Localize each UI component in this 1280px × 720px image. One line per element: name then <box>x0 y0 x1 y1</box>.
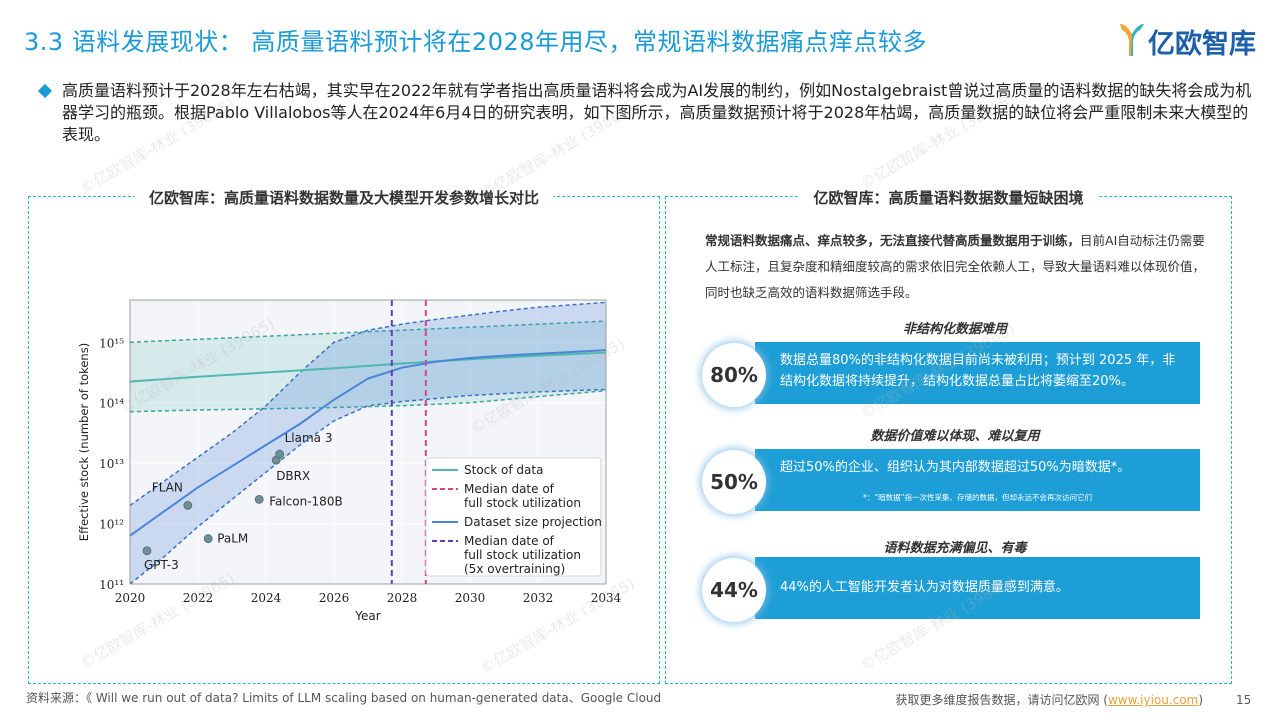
token-stock-chart: GPT-3 FLAN PaLM Falcon-180B DBRX Llama 3 2020 2… <box>77 299 622 623</box>
bullet-diamond-icon <box>37 83 53 99</box>
model-label: DBRX <box>276 469 310 483</box>
model-point <box>275 449 285 459</box>
logo: 亿欧智库 <box>1118 20 1263 60</box>
y-tick-label: 10¹¹ <box>99 578 124 592</box>
intro-text: 高质量语料预计于2028年左右枯竭，其实早在2022年就有学者指出高质量语料将会… <box>62 81 1252 144</box>
model-label: PaLM <box>217 532 248 546</box>
left-panel-title: 亿欧智库：高质量语料数据数量及大模型开发参数增长对比 <box>134 189 553 207</box>
model-label: Llama 3 <box>285 431 333 445</box>
page-title: 3.3 语料发展现状： 高质量语料预计将在2028年用尽，常规语料数据痛点痒点较… <box>24 28 928 56</box>
item-bar: 44%的人工智能开发者认为对数据质量感到满意。 <box>755 557 1200 619</box>
stock-median-line <box>129 351 607 383</box>
x-tick-label: 2026 <box>319 591 350 605</box>
projection-lower-bound <box>129 388 607 585</box>
y-axis-label: Effective stock (number of tokens) <box>77 343 91 541</box>
y-tick-label: 10¹⁵ <box>99 336 124 350</box>
projection-upper-bound <box>129 301 607 507</box>
legend-label: Median date of <box>464 482 555 496</box>
percent-circle: 80% <box>702 343 766 407</box>
model-label: GPT-3 <box>144 558 179 572</box>
description-rest: 目前AI自动标注仍需要人工标注，且复杂度和精细度较高的需求依旧完全依赖人工，导致… <box>705 233 1206 300</box>
visit-prefix: 获取更多维度报告数据，请访问亿欧网 ( <box>895 693 1108 707</box>
legend-label: Stock of data <box>464 463 543 477</box>
stock-upper-bound <box>129 320 607 344</box>
model-label: Falcon-180B <box>269 494 343 508</box>
x-tick-label: 2024 <box>251 591 282 605</box>
logo-text: 亿欧智库 <box>1148 29 1256 60</box>
item-title: 非结构化数据难用 <box>902 322 1007 337</box>
legend-label: full stock utilization <box>464 496 581 510</box>
item-text: 超过50%的企业、组织认为其内部数据超过50%为暗数据*。 <box>780 460 1131 475</box>
legend-box <box>425 457 602 577</box>
x-tick-label: 2032 <box>523 591 554 605</box>
legend-label: (5x overtraining) <box>464 562 565 576</box>
item-title: 语料数据充满偏见、有毒 <box>883 541 1027 556</box>
legend-label: Dataset size projection <box>464 515 602 529</box>
projection-band <box>130 302 606 584</box>
x-tick-label: 2030 <box>455 591 486 605</box>
y-tick-label: 10¹² <box>99 518 124 532</box>
item-text: 44%的人工智能开发者认为对数据质量感到满意。 <box>780 580 1069 595</box>
right-panel-title: 亿欧智库：高质量语料数据数量短缺困境 <box>799 189 1098 207</box>
item-title: 数据价值难以体现、难以复用 <box>870 429 1040 444</box>
model-point <box>183 501 193 510</box>
y-tick-label: 10¹³ <box>99 457 124 471</box>
percent-circle: 50% <box>702 450 766 514</box>
source-note: 资料来源：《 Will we run out of data? Limits o… <box>26 691 662 705</box>
model-point <box>142 546 152 556</box>
projection-median-line <box>129 349 607 537</box>
x-tick-label: 2034 <box>591 591 622 605</box>
logo-icon <box>1120 24 1144 56</box>
right-panel-description: 常规语料数据痛点、痒点较多，无法直接代替高质量数据用于训练，目前AI自动标注仍需… <box>705 228 1205 306</box>
model-label: FLAN <box>152 480 183 494</box>
item-bar: 数据总量80%的非结构化数据目前尚未被利用；预计到 2025 年，非结构化数据将… <box>755 342 1200 404</box>
y-tick-label: 10¹⁴ <box>99 397 124 411</box>
description-bold: 常规语料数据痛点、痒点较多，无法直接代替高质量数据用于训练， <box>705 233 1081 248</box>
model-point <box>203 534 213 544</box>
left-panel: 亿欧智库：高质量语料数据数量及大模型开发参数增长对比 <box>28 189 660 684</box>
item-note: *：“暗数据”指一次性采集、存储的数据，但却永远不会再次访问它们 <box>862 493 1093 502</box>
x-axis-label: Year <box>354 609 380 623</box>
stock-lower-bound <box>129 389 607 413</box>
visit-note: 获取更多维度报告数据，请访问亿欧网 (www.iyiou.com) <box>895 691 1203 708</box>
x-tick-label: 2028 <box>387 591 418 605</box>
item-text: 数据总量80%的非结构化数据目前尚未被利用；预计到 2025 年，非结构化数据将… <box>780 353 1176 389</box>
percent-circle: 44% <box>702 558 766 622</box>
plot-frame <box>129 299 607 585</box>
page-number: 15 <box>1236 693 1252 707</box>
x-tick-label: 2020 <box>115 591 146 605</box>
model-point <box>254 495 264 504</box>
legend-label: Median date of <box>464 534 555 548</box>
x-tick-label: 2022 <box>183 591 214 605</box>
website-link[interactable]: www.iyiou.com <box>1107 693 1199 707</box>
item-bar: 超过50%的企业、组织认为其内部数据超过50%为暗数据*。 <box>755 449 1200 511</box>
right-panel: 亿欧智库：高质量语料数据数量短缺困境 <box>665 189 1232 684</box>
visit-suffix: ) <box>1198 693 1203 707</box>
legend-label: full stock utilization <box>464 548 581 562</box>
